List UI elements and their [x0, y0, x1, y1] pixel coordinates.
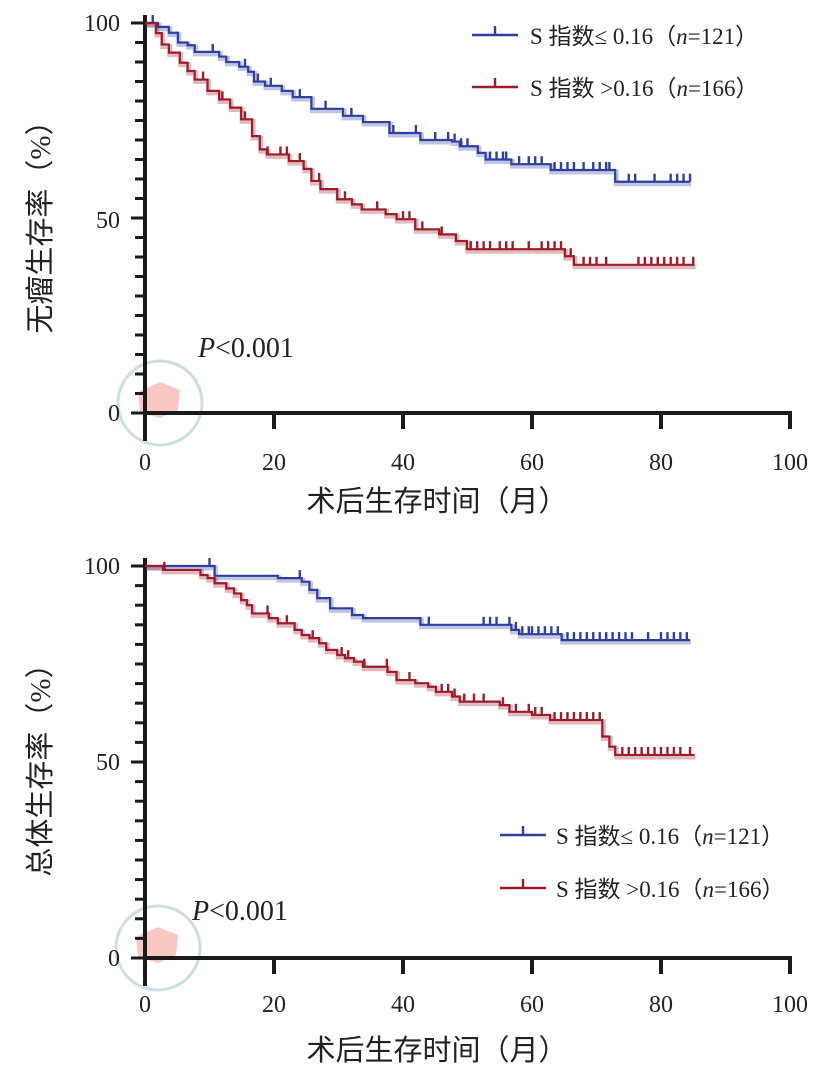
x-tick-label: 100 — [772, 992, 808, 1018]
legend-label-low: S 指数≤ 0.16（n=121） — [530, 24, 758, 49]
axes — [131, 15, 792, 441]
y-tick-label: 50 — [96, 208, 120, 234]
dfs-chart: 100 50 0 0 20 40 60 80 100 术后生存时间（月） 无瘤生… — [24, 11, 808, 518]
legend-label-high: S 指数 >0.16（n=166） — [556, 877, 785, 902]
km-series-low — [145, 558, 692, 837]
y-axis-label: 总体生存率（%） — [24, 649, 57, 876]
legend-label-low: S 指数≤ 0.16（n=121） — [556, 824, 784, 849]
x-tick-label: 80 — [649, 450, 673, 476]
km-series-high — [145, 21, 696, 270]
axes — [131, 558, 792, 986]
km-curve-shadow — [146, 565, 692, 645]
y-tick-label: 100 — [84, 554, 120, 580]
legend: S 指数≤ 0.16（n=121） S 指数 >0.16（n=166） — [530, 24, 759, 101]
km-curve — [145, 564, 691, 642]
x-tick-label: 20 — [262, 450, 286, 476]
km-curve — [145, 564, 695, 757]
x-axis-label: 术后生存时间（月） — [306, 485, 567, 518]
x-tick-label: 20 — [262, 992, 286, 1018]
x-tick-label: 40 — [391, 450, 415, 476]
watermark-logo — [114, 904, 202, 992]
x-axis-label: 术后生存时间（月） — [306, 1034, 567, 1067]
x-tick-label: 100 — [772, 450, 808, 476]
legend-label-high: S 指数 >0.16（n=166） — [530, 76, 759, 101]
km-curve-shadow — [146, 565, 696, 760]
x-tick-label: 60 — [520, 992, 544, 1018]
x-tick-label: 40 — [391, 992, 415, 1018]
x-tick-label: 0 — [139, 992, 151, 1018]
km-series-high — [145, 561, 696, 890]
legend: S 指数≤ 0.16（n=121） S 指数 >0.16（n=166） — [556, 824, 785, 902]
km-series-low — [145, 15, 692, 187]
y-tick-label: 0 — [108, 946, 120, 972]
km-curve — [145, 21, 691, 183]
y-axis-label: 无瘤生存率（%） — [24, 106, 57, 333]
y-tick-label: 100 — [84, 11, 120, 37]
os-chart: 100 50 0 0 20 40 60 80 100 术后生存时间（月） 总体生… — [24, 554, 808, 1067]
x-tick-label: 0 — [139, 450, 151, 476]
watermark-logo — [116, 359, 204, 447]
p-value: P<0.001 — [197, 333, 294, 364]
km-curve — [145, 21, 695, 266]
y-tick-label: 0 — [108, 401, 120, 427]
y-tick-label: 50 — [96, 750, 120, 776]
p-value: P<0.001 — [191, 896, 288, 927]
x-tick-label: 80 — [649, 992, 673, 1018]
x-tick-label: 60 — [520, 450, 544, 476]
